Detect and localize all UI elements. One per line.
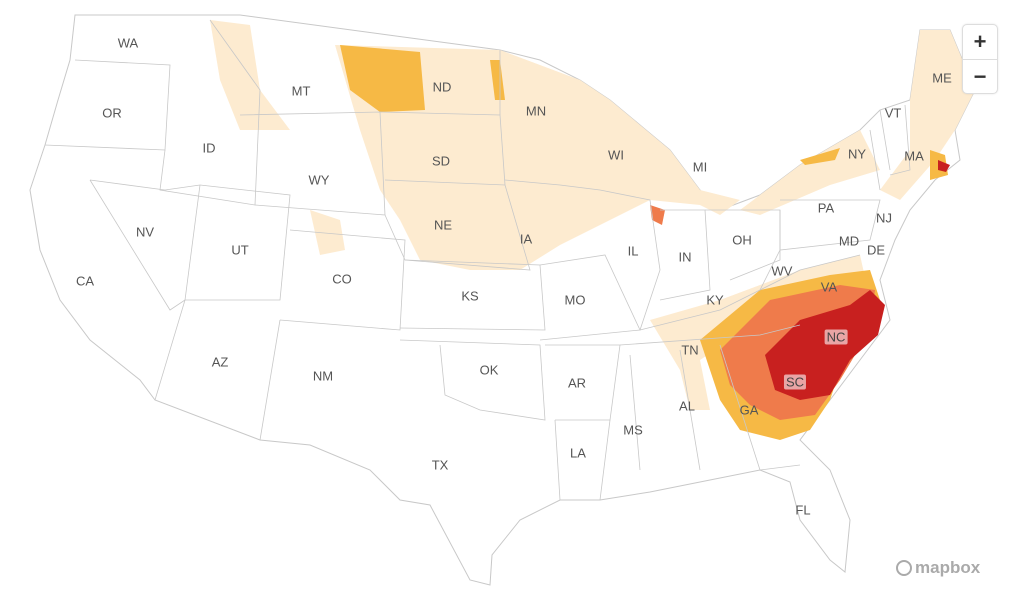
state-label-co: CO bbox=[332, 271, 352, 287]
state-label-mi: MI bbox=[692, 159, 708, 175]
zoom-control: + − bbox=[962, 24, 998, 94]
state-label-ut: UT bbox=[231, 242, 249, 258]
state-label-nv: NV bbox=[135, 224, 155, 240]
state-label-fl: FL bbox=[795, 502, 811, 518]
state-label-ca: CA bbox=[75, 273, 95, 289]
state-label-wy: WY bbox=[308, 172, 330, 188]
state-label-sd: SD bbox=[431, 153, 451, 169]
state-label-oh: OH bbox=[732, 232, 752, 248]
mapbox-logo-icon bbox=[896, 560, 912, 576]
state-borders bbox=[44, 19, 911, 501]
state-label-in: IN bbox=[678, 249, 692, 265]
state-label-md: MD bbox=[838, 233, 860, 249]
state-label-id: ID bbox=[202, 140, 216, 156]
state-label-al: AL bbox=[679, 398, 695, 414]
state-label-wv: WV bbox=[771, 263, 793, 279]
state-label-nm: NM bbox=[312, 368, 334, 384]
state-label-nd: ND bbox=[432, 79, 452, 95]
state-label-mt: MT bbox=[291, 83, 311, 99]
state-label-mn: MN bbox=[525, 103, 547, 119]
state-label-wa: WA bbox=[117, 35, 139, 51]
state-label-me: ME bbox=[932, 70, 952, 86]
zoom-in-button[interactable]: + bbox=[973, 29, 987, 54]
state-label-ms: MS bbox=[623, 422, 643, 438]
state-label-ok: OK bbox=[479, 362, 499, 378]
state-label-ne: NE bbox=[433, 217, 453, 233]
state-label-sc: SC bbox=[783, 374, 807, 390]
state-label-ia: IA bbox=[519, 231, 533, 247]
hazard-layer-4 bbox=[765, 160, 950, 400]
state-label-tx: TX bbox=[431, 457, 449, 473]
zoom-out-button[interactable]: − bbox=[963, 59, 997, 94]
state-label-mo: MO bbox=[564, 292, 586, 308]
state-label-ny: NY bbox=[847, 146, 867, 162]
state-label-ky: KY bbox=[706, 292, 724, 308]
state-label-ga: GA bbox=[739, 402, 759, 418]
state-label-il: IL bbox=[627, 243, 639, 259]
state-label-nc: NC bbox=[824, 329, 848, 345]
mapbox-logo-text: mapbox bbox=[915, 558, 981, 577]
state-label-tn: TN bbox=[681, 342, 699, 358]
state-label-ks: KS bbox=[461, 288, 479, 304]
mapbox-attribution[interactable]: mapbox bbox=[896, 558, 980, 578]
state-label-de: DE bbox=[866, 242, 886, 258]
state-label-la: LA bbox=[570, 445, 586, 461]
state-label-wi: WI bbox=[608, 147, 624, 163]
state-label-ma: MA bbox=[904, 148, 924, 164]
state-label-or: OR bbox=[102, 105, 122, 121]
state-label-az: AZ bbox=[211, 354, 229, 370]
state-label-vt: VT bbox=[884, 105, 902, 121]
us-landmass bbox=[29, 14, 976, 586]
state-label-nj: NJ bbox=[876, 210, 892, 226]
state-label-ar: AR bbox=[567, 375, 587, 391]
state-label-va: VA bbox=[820, 279, 838, 295]
state-label-pa: PA bbox=[817, 200, 835, 216]
